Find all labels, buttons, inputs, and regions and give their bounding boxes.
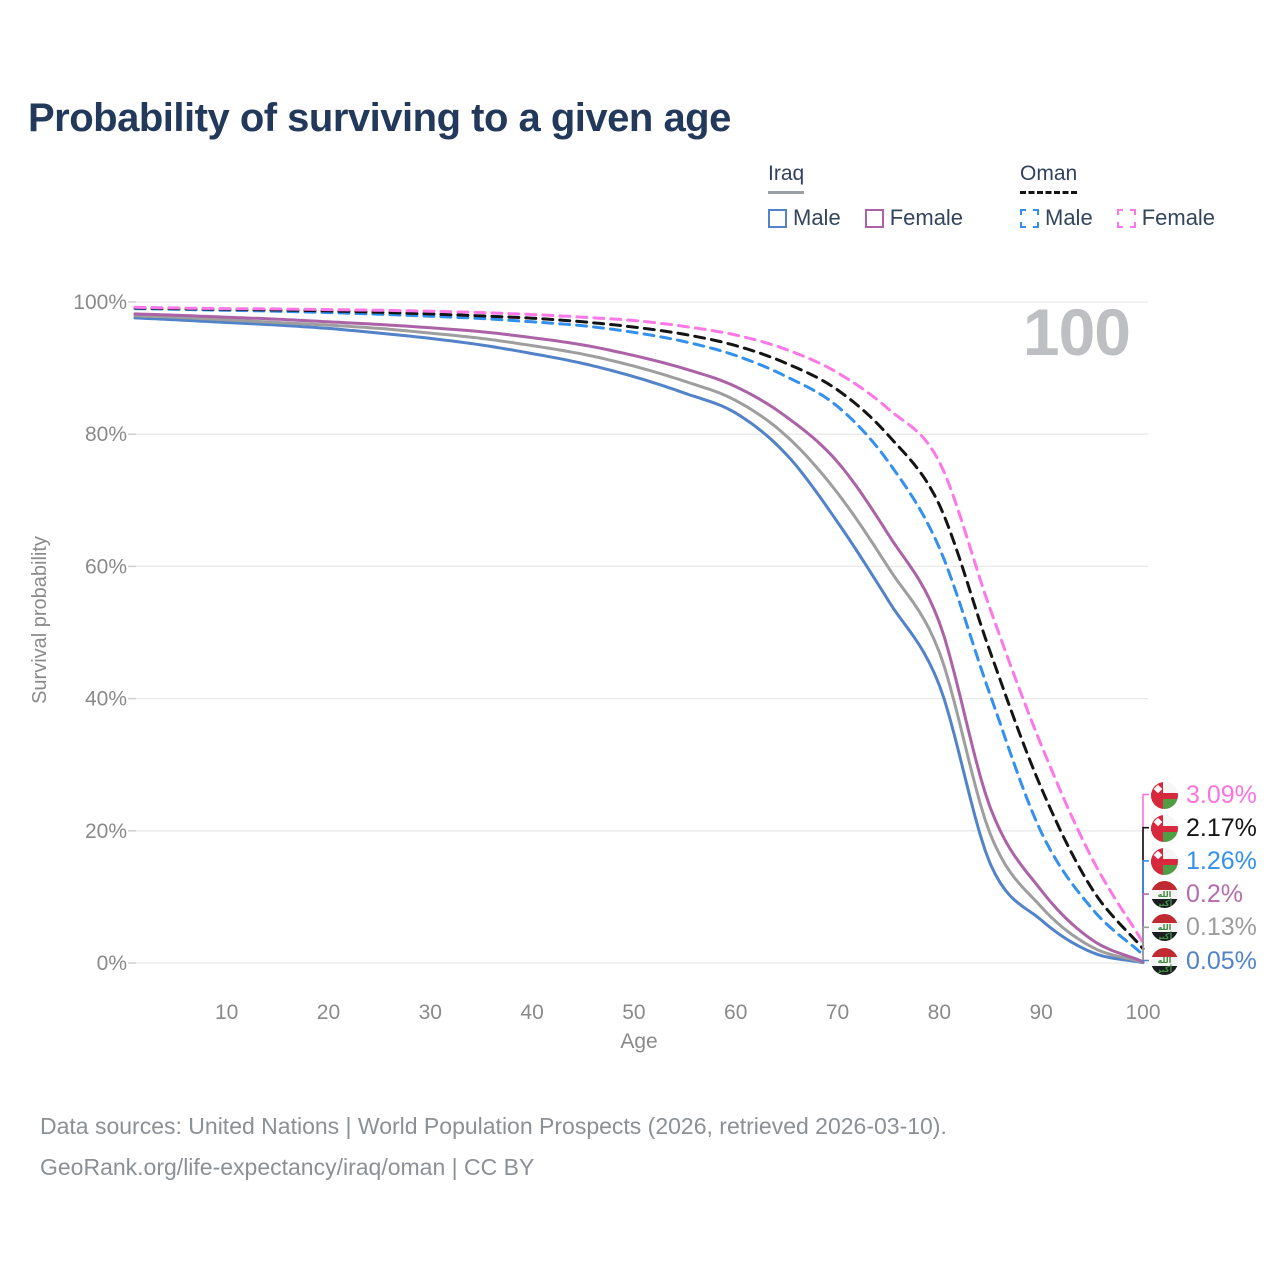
legend-group-oman-label: Oman (1020, 162, 1078, 194)
end-label-leader (1142, 826, 1149, 949)
series-line-iraq-male (133, 316, 1145, 965)
series-line-oman-both (133, 306, 1145, 951)
oman-flag-icon (1151, 781, 1178, 809)
end-label-value: 3.09% (1186, 780, 1257, 809)
x-tick-label: 100 (1125, 1001, 1160, 1024)
legend-item-label: Female (889, 205, 964, 230)
end-label-value: 2.17% (1186, 813, 1257, 842)
y-tick-label: 20% (85, 820, 127, 843)
x-tick-label: 50 (622, 1001, 645, 1024)
x-axis-title: Age (620, 1030, 657, 1053)
y-tick-label: 40% (85, 688, 127, 711)
legend-swatch-oman-female-icon (1116, 208, 1136, 228)
end-label-oman-female: 3.09% (1151, 781, 1257, 809)
end-label-leader (1142, 926, 1149, 963)
oman-flag-icon (1151, 847, 1178, 875)
end-label-oman-both-sexes: 2.17% (1151, 814, 1257, 842)
legend-item-oman-female[interactable]: Female (1116, 205, 1216, 231)
legend-item-label: Male (1045, 205, 1093, 230)
legend-swatch-iraq-female-icon (864, 208, 884, 228)
end-label-iraq-female: الله أكبر 0.2% (1151, 880, 1243, 909)
end-label-oman-male: 1.26% (1151, 847, 1257, 875)
end-label-value: 0.05% (1186, 946, 1257, 975)
y-axis-title: Survival probability (29, 536, 51, 704)
end-label-value: 1.26% (1186, 846, 1257, 875)
x-tick-label: 20 (317, 1001, 340, 1024)
x-tick-label: 70 (826, 1001, 849, 1024)
iraq-flag-icon: الله أكبر (1151, 881, 1178, 909)
legend-group-iraq-label: Iraq (768, 162, 805, 194)
footer: Data sources: United Nations | World Pop… (40, 1106, 947, 1188)
end-label-iraq-male: الله أكبر 0.05% (1151, 947, 1257, 975)
x-tick-label: 40 (520, 1001, 543, 1024)
iraq-flag-icon: الله أكبر (1151, 914, 1178, 942)
legend-item-iraq-female[interactable]: Female (864, 205, 964, 231)
data-sources-line: Data sources: United Nations | World Pop… (40, 1113, 947, 1139)
chart-title: Probability of surviving to a given age (28, 96, 731, 140)
end-label-leader (1142, 959, 1149, 963)
x-tick-label: 30 (419, 1001, 442, 1024)
legend-group-oman: Oman Male Female (1020, 162, 1215, 231)
hovered-age-indicator: 100 (1022, 295, 1131, 369)
end-label-iraq-both-sexes: الله أكبر 0.13% (1151, 913, 1257, 942)
end-label-value: 0.13% (1186, 913, 1257, 942)
legend-swatch-oman-male-icon (1020, 208, 1039, 228)
legend-item-oman-male[interactable]: Male (1020, 205, 1093, 231)
y-tick-label: 0% (97, 952, 127, 975)
legend-item-iraq-male[interactable]: Male (768, 205, 841, 231)
series-line-oman-female (133, 305, 1145, 945)
series-line-iraq-female (133, 312, 1145, 964)
iraq-flag-icon: الله أكبر (1151, 947, 1178, 975)
end-label-leader (1142, 793, 1149, 943)
y-tick-label: 60% (85, 555, 127, 578)
end-label-leader (1142, 860, 1149, 955)
x-tick-label: 90 (1030, 1001, 1053, 1024)
legend-item-label: Female (1141, 205, 1216, 230)
x-tick-label: 10 (215, 1001, 238, 1024)
legend-group-iraq: Iraq Male Female (768, 162, 963, 231)
x-tick-label: 80 (928, 1001, 951, 1024)
legend-item-label: Male (793, 205, 841, 230)
attribution-line: GeoRank.org/life-expectancy/iraq/oman | … (40, 1154, 535, 1180)
y-tick-label: 100% (73, 291, 127, 314)
end-label-value: 0.2% (1186, 880, 1243, 909)
series-line-oman-male (133, 307, 1145, 957)
x-tick-label: 60 (724, 1001, 747, 1024)
y-tick-label: 80% (85, 423, 127, 446)
series-line-iraq-both (133, 314, 1145, 964)
oman-flag-icon (1151, 814, 1178, 842)
legend-swatch-iraq-male-icon (768, 208, 787, 228)
